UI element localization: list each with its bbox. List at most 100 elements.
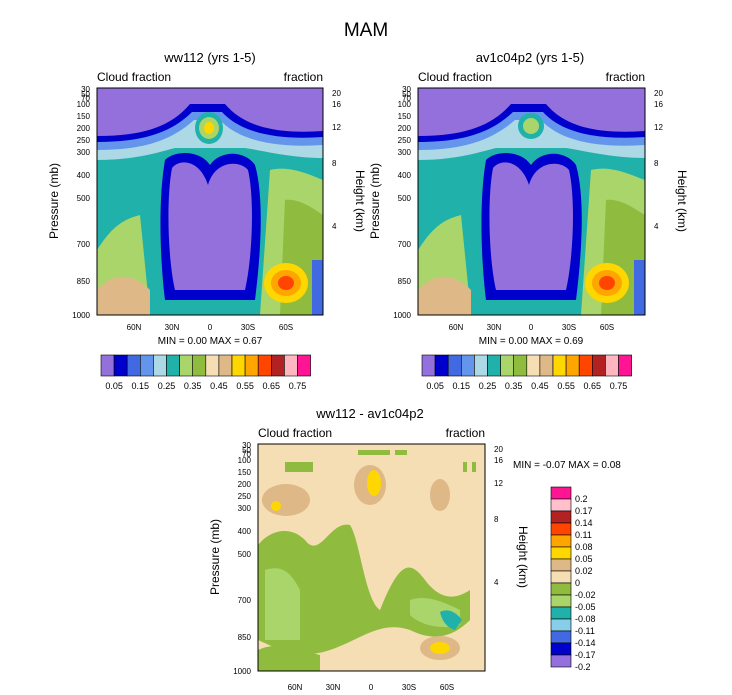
x-tick: 30S [241, 323, 255, 332]
colorbar: 0.05 0.15 0.25 0.35 0.45 0.55 0.65 0.75 [100, 354, 311, 391]
panel-title: av1c04p2 (yrs 1-5) [476, 50, 584, 65]
y-axis-left: 30 50 70 100 150 200 250 300 400 500 700… [393, 85, 411, 320]
y-tick: 50 [81, 90, 90, 99]
y-axis-left: 30 50 70 100 150 200 250 300 400 500 700… [72, 85, 90, 320]
y-label: Pressure (mb) [368, 163, 382, 239]
colorbar-swatch [153, 354, 167, 377]
y-tick-right: 16 [332, 100, 341, 109]
colorbar-swatch [550, 534, 572, 548]
colorbar-swatch [550, 486, 572, 500]
y-tick: 850 [238, 633, 252, 642]
y-tick: 850 [398, 277, 412, 286]
y-tick-right: 4 [332, 222, 337, 231]
y-label-right: Height (km) [353, 170, 367, 232]
colorbar-label: -0.14 [575, 638, 596, 648]
colorbar-swatch [550, 558, 572, 572]
colorbar-swatch [421, 354, 436, 377]
y-tick: 100 [238, 456, 252, 465]
x-tick: 60N [288, 683, 303, 692]
y-tick: 100 [398, 100, 412, 109]
plot-frame [417, 87, 646, 316]
colorbar-swatch [218, 354, 233, 377]
colorbar-label: -0.11 [575, 626, 595, 636]
contour-field [97, 88, 323, 315]
right-header: fraction [606, 70, 645, 84]
colorbar-label: 0.17 [575, 506, 593, 516]
y-tick: 200 [398, 124, 412, 133]
colorbar-swatch [550, 630, 572, 644]
colorbar-label: 0 [575, 578, 580, 588]
colorbar-swatch [487, 354, 501, 377]
x-tick: 30N [165, 323, 180, 332]
colorbar-label: 0.2 [575, 494, 588, 504]
colorbar-label: -0.08 [575, 614, 596, 624]
y-tick: 500 [77, 194, 91, 203]
y-tick-right: 20 [332, 89, 341, 98]
y-tick: 50 [402, 90, 411, 99]
y-axis-right: 20 16 12 8 4 [332, 89, 341, 231]
y-tick: 250 [77, 136, 91, 145]
colorbar-swatch [591, 354, 606, 377]
colorbar-label: 0.75 [610, 381, 628, 391]
x-tick: 60S [440, 683, 454, 692]
y-tick: 50 [242, 446, 251, 455]
colorbar-label: -0.17 [575, 650, 596, 660]
y-tick: 400 [398, 171, 412, 180]
colorbar-swatch [578, 354, 593, 377]
y-tick-right: 4 [494, 578, 499, 587]
colorbar-label: 0.65 [263, 381, 281, 391]
colorbar-label: 0.35 [184, 381, 202, 391]
y-tick-right: 8 [332, 159, 337, 168]
colorbar-label: 0.55 [557, 381, 575, 391]
colorbar-swatch [550, 582, 572, 596]
colorbar-label: 0.25 [158, 381, 176, 391]
x-axis: 60N 30N 0 30S 60S [127, 323, 293, 332]
x-tick: 60N [127, 323, 142, 332]
y-tick: 250 [398, 136, 412, 145]
y-tick: 700 [398, 240, 412, 249]
colorbar-swatch [550, 618, 572, 632]
x-tick: 30S [402, 683, 416, 692]
colorbar-label: 0.08 [575, 542, 593, 552]
colorbar-label: 0.05 [426, 381, 444, 391]
colorbar-label: 0.55 [236, 381, 254, 391]
colorbar-swatch [257, 354, 272, 377]
contour-field [258, 444, 485, 671]
y-label-right: Height (km) [516, 526, 530, 588]
colorbar-swatch [550, 498, 572, 512]
min-max-text: MIN = -0.07 MAX = 0.08 [513, 460, 621, 471]
plot-frame [96, 87, 324, 316]
colorbar-label: -0.05 [575, 602, 596, 612]
colorbar-swatch [550, 522, 572, 536]
colorbar-swatch [550, 570, 572, 584]
y-tick: 1000 [393, 311, 411, 320]
colorbar-label: 0.45 [531, 381, 549, 391]
figure-title: MAM [344, 20, 388, 41]
colorbar-label: 0.05 [575, 554, 593, 564]
y-tick-right: 12 [494, 479, 503, 488]
colorbar-label: 0.02 [575, 566, 593, 576]
y-tick: 400 [77, 171, 91, 180]
y-tick: 200 [77, 124, 91, 133]
right-header: fraction [284, 70, 323, 84]
right-header: fraction [446, 426, 485, 440]
plot-frame [257, 443, 486, 672]
colorbar-swatch [460, 354, 475, 377]
y-tick-right: 12 [332, 123, 341, 132]
y-tick: 70 [402, 94, 411, 103]
y-tick: 70 [81, 94, 90, 103]
y-tick: 400 [238, 527, 252, 536]
y-tick: 1000 [233, 667, 251, 676]
panel-title: ww112 (yrs 1-5) [163, 50, 256, 65]
colorbar-swatch [113, 354, 128, 377]
y-label-right: Height (km) [675, 170, 689, 232]
y-axis-right: 20 16 12 8 4 [494, 445, 503, 587]
y-tick: 500 [398, 194, 412, 203]
y-tick: 500 [238, 550, 252, 559]
colorbar-swatch [192, 354, 207, 377]
x-tick: 60N [449, 323, 464, 332]
y-tick: 200 [238, 480, 252, 489]
colorbar-swatch [166, 354, 180, 377]
y-tick: 250 [238, 492, 252, 501]
x-tick: 60S [600, 323, 614, 332]
